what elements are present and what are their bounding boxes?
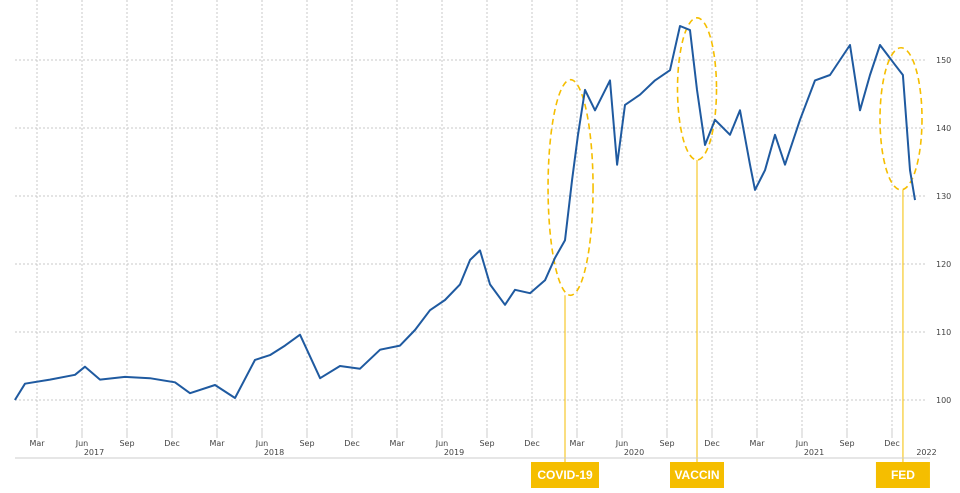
annotation-label: VACCIN xyxy=(674,468,719,482)
x-tick-label-month: Jun xyxy=(795,439,809,448)
y-tick-label: 150 xyxy=(936,56,951,65)
x-tick-label-month: Dec xyxy=(704,439,719,448)
x-tick-label-year: 2019 xyxy=(444,448,464,457)
x-tick-label-month: Dec xyxy=(164,439,179,448)
x-tick-label-year: 2017 xyxy=(84,448,104,457)
annotations: COVID-19 VACCIN FED xyxy=(531,17,930,488)
axis-labels: 100 110 120 130 140 150 Mar Jun Sep Dec Mar Jun Sep D… xyxy=(29,56,951,457)
annotation-label-box xyxy=(531,462,599,488)
x-tick-label-month: Dec xyxy=(524,439,539,448)
x-tick-label-month: Mar xyxy=(29,439,45,448)
annotation-label-box xyxy=(875,462,930,488)
y-tick-label: 100 xyxy=(936,396,951,405)
x-tick-label-month: Sep xyxy=(839,439,854,448)
x-tick-label-month: Mar xyxy=(569,439,585,448)
annotation-ellipse xyxy=(676,17,718,161)
y-tick-label: 140 xyxy=(936,124,951,133)
x-tick-label-month: Jun xyxy=(75,439,89,448)
x-tick-label-month: Mar xyxy=(389,439,405,448)
annotation-label-box xyxy=(670,462,724,488)
x-tick-label-year: 2018 xyxy=(264,448,284,457)
y-tick-label: 110 xyxy=(936,328,951,337)
annotation-ellipse xyxy=(547,78,594,297)
x-tick-label-month: Jun xyxy=(615,439,629,448)
x-tick-label-month: Dec xyxy=(884,439,899,448)
series-line xyxy=(14,25,916,401)
x-tick-label-month: Mar xyxy=(209,439,225,448)
y-tick-label: 130 xyxy=(936,192,951,201)
x-tick-label-year: 2022 xyxy=(916,448,936,457)
x-tick-label-month: Jun xyxy=(255,439,269,448)
x-tick-label-month: Mar xyxy=(749,439,765,448)
annotation-ellipse xyxy=(879,46,923,191)
x-tick-label-year: 2020 xyxy=(624,448,644,457)
x-tick-label-month: Sep xyxy=(119,439,134,448)
x-tick-label-month: Sep xyxy=(659,439,674,448)
grid xyxy=(15,0,925,438)
x-tick-label-year: 2021 xyxy=(804,448,824,457)
x-tick-label-month: Sep xyxy=(299,439,314,448)
x-tick-label-month: Sep xyxy=(479,439,494,448)
annotation-label: FED xyxy=(891,468,915,482)
y-tick-label: 120 xyxy=(936,260,951,269)
x-tick-label-month: Dec xyxy=(344,439,359,448)
annotation-label: COVID-19 xyxy=(537,468,593,482)
x-tick-label-month: Jun xyxy=(435,439,449,448)
